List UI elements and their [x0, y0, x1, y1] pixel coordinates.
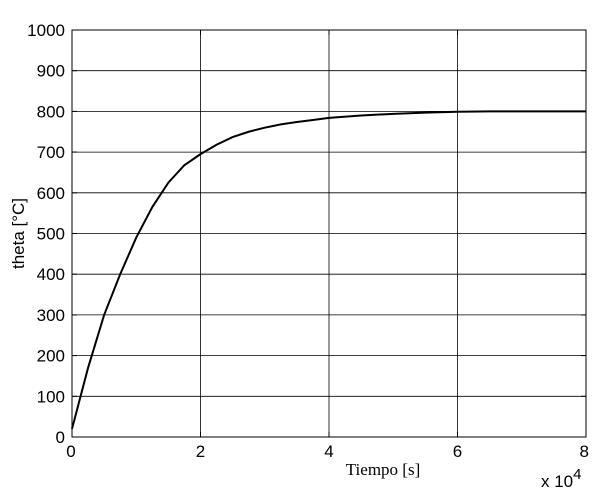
- grid: [72, 30, 586, 437]
- y-tick-label: 0: [56, 428, 65, 447]
- y-tick-label: 800: [37, 102, 65, 121]
- x-axis-multiplier: x 104: [541, 466, 581, 491]
- y-axis-label: theta [°C]: [9, 198, 28, 269]
- y-tick-label: 600: [37, 184, 65, 203]
- series-line-theta: [71, 110, 586, 430]
- y-axis-ticks: 0 100 200 300 400 500 600 700 800 900 1000: [27, 21, 586, 447]
- y-tick-label: 300: [37, 306, 65, 325]
- x-axis-ticks: 0 2 4 6 8: [66, 30, 589, 461]
- y-tick-label: 100: [37, 387, 65, 406]
- x-tick-label: 4: [324, 442, 333, 461]
- y-tick-label: 200: [37, 347, 65, 366]
- y-tick-label: 1000: [27, 21, 65, 40]
- y-tick-label: 500: [37, 225, 65, 244]
- x-axis-multiplier-base: x 10: [541, 472, 573, 491]
- y-tick-label: 700: [37, 143, 65, 162]
- y-tick-label: 900: [37, 62, 65, 81]
- x-tick-label: 0: [66, 442, 75, 461]
- x-tick-label: 2: [196, 442, 205, 461]
- x-tick-label: 8: [580, 442, 589, 461]
- x-axis-label: Tiempo [s]: [346, 460, 420, 479]
- y-tick-label: 400: [37, 265, 65, 284]
- x-tick-label: 6: [453, 442, 462, 461]
- x-axis-multiplier-exponent: 4: [573, 466, 581, 483]
